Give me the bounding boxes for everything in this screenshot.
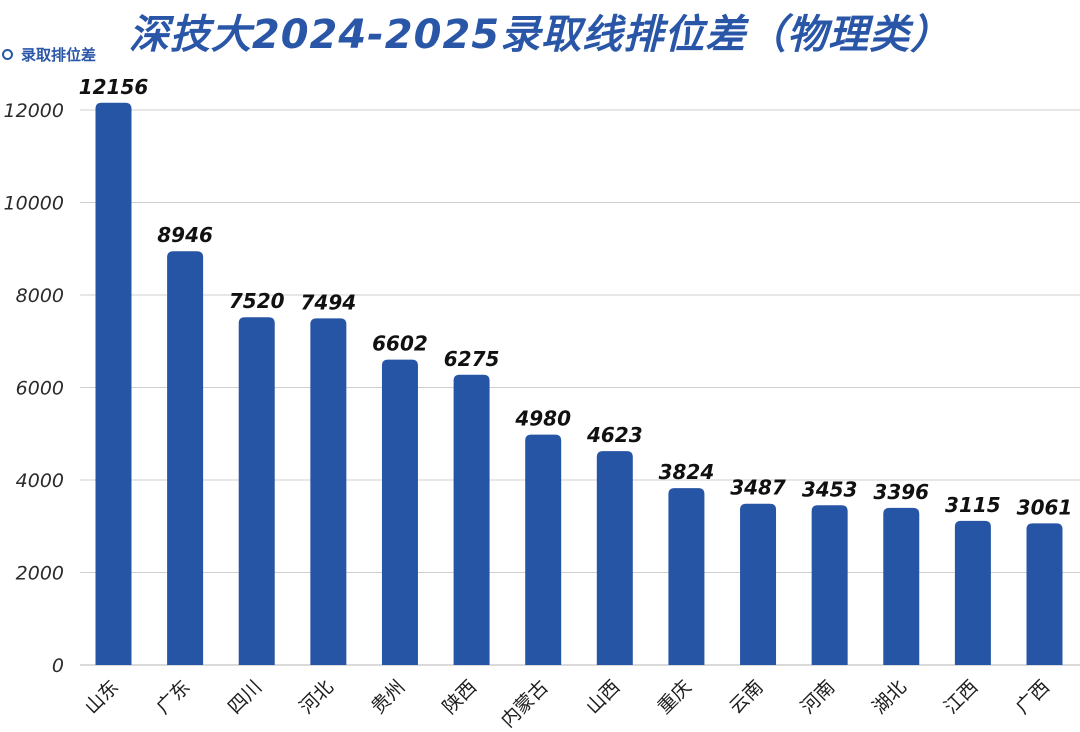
category-label: 山东 — [81, 676, 123, 718]
bar — [883, 507, 920, 665]
category-label: 广东 — [152, 676, 194, 718]
y-tick-label: 8000 — [16, 285, 64, 307]
data-label: 12156 — [79, 75, 149, 99]
category-label: 四川 — [224, 676, 266, 718]
data-label: 6602 — [372, 332, 428, 356]
data-label: 4623 — [586, 423, 643, 447]
data-label: 3824 — [659, 460, 715, 484]
bar — [167, 251, 204, 665]
category-label: 河南 — [797, 676, 839, 718]
bar — [668, 488, 705, 665]
bar — [740, 503, 777, 665]
y-tick-label: 4000 — [16, 470, 64, 492]
category-label: 贵州 — [367, 676, 409, 718]
y-tick-label: 6000 — [16, 378, 64, 400]
data-label: 8946 — [157, 223, 213, 247]
bar — [95, 102, 132, 665]
data-label: 7494 — [301, 290, 357, 314]
y-tick-label: 0 — [52, 655, 64, 677]
category-label: 陕西 — [439, 676, 481, 718]
data-label: 3115 — [945, 493, 1001, 517]
category-label: 江西 — [940, 676, 982, 718]
bar — [238, 317, 275, 665]
category-label: 山西 — [582, 676, 624, 718]
category-label: 湖北 — [868, 676, 910, 718]
legend-marker-icon — [2, 49, 13, 60]
chart-title: 深技大2024-2025录取线排位差（物理类） — [128, 12, 952, 58]
bar — [811, 505, 848, 665]
data-label: 3487 — [730, 476, 786, 500]
bar — [525, 434, 562, 665]
data-label: 3453 — [802, 477, 858, 501]
category-label: 河北 — [295, 676, 337, 718]
bar — [381, 359, 418, 665]
category-label: 重庆 — [654, 676, 696, 718]
data-label: 7520 — [229, 289, 285, 313]
bar — [310, 318, 347, 665]
data-label: 3396 — [873, 480, 929, 504]
data-label: 6275 — [444, 347, 500, 371]
legend: 录取排位差 — [2, 44, 96, 65]
data-label: 3061 — [1017, 495, 1073, 519]
category-label: 云南 — [725, 676, 767, 718]
bar — [954, 520, 991, 665]
bar — [1026, 523, 1063, 665]
y-tick-label: 12000 — [4, 100, 64, 122]
y-tick-label: 10000 — [4, 193, 64, 215]
y-tick-label: 2000 — [16, 563, 64, 585]
bar — [596, 451, 633, 665]
bar — [453, 374, 490, 665]
category-label: 广西 — [1012, 676, 1054, 718]
category-label: 内蒙古 — [497, 676, 553, 732]
legend-label: 录取排位差 — [21, 46, 97, 64]
data-label: 4980 — [514, 407, 571, 431]
